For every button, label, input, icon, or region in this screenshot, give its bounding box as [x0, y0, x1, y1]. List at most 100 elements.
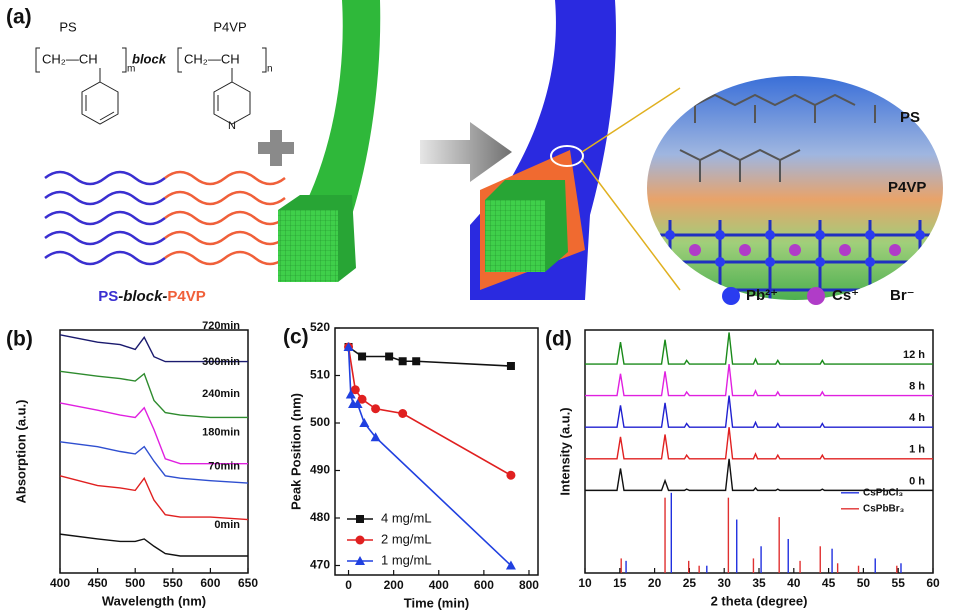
legend-label: CsPbBr₃: [863, 503, 905, 514]
series-label: 1 h: [909, 444, 925, 456]
rod-top: [278, 195, 356, 282]
marker: [398, 357, 407, 366]
legend-label: 1 mg/mL: [381, 552, 432, 567]
caption-part: PS: [98, 288, 118, 305]
series-line: [59, 533, 248, 557]
core-front: [485, 200, 545, 272]
x-tick-label: 600: [474, 578, 494, 592]
legend-label: CsPbCl₃: [863, 487, 904, 498]
panel-label: (a): [6, 6, 32, 29]
marker: [412, 357, 421, 366]
series-line: [59, 441, 249, 484]
marker: [371, 404, 381, 414]
plot-frame: [584, 329, 934, 574]
x-tick-label: 45: [822, 576, 836, 590]
x-tick-label: 10: [578, 576, 592, 590]
series-label: 70min: [208, 461, 240, 473]
x-tick-label: 400: [50, 576, 70, 590]
marker: [358, 352, 367, 361]
ion-label: Br⁻: [890, 287, 915, 304]
chains: [44, 170, 286, 266]
panel-label: (d): [545, 328, 572, 351]
y-tick-label: 520: [310, 320, 330, 334]
x-tick-label: 0: [345, 578, 352, 592]
x-tick-label: 450: [88, 576, 108, 590]
x-tick-label: 55: [892, 576, 906, 590]
block-name: P4VP: [213, 19, 246, 34]
marker: [350, 385, 360, 395]
series-line: [347, 346, 512, 476]
plus-sign: [258, 130, 294, 166]
ion-key: [722, 287, 740, 305]
marker: [506, 470, 516, 480]
marker: [345, 389, 356, 399]
x-tick-label: 600: [200, 576, 220, 590]
series-label: 4 h: [909, 412, 925, 424]
y-tick-label: 510: [310, 368, 330, 382]
x-tick-label: 40: [787, 576, 801, 590]
x-axis-label: Wavelength (nm): [102, 593, 206, 608]
series-line: [585, 395, 933, 428]
legend-marker: [355, 556, 365, 565]
block-word: block: [132, 51, 167, 66]
zoom-label: PS: [900, 109, 920, 126]
marker: [343, 342, 354, 351]
subscript: n: [267, 64, 273, 75]
series-line: [585, 427, 933, 460]
formula: CH₂—CH: [184, 51, 240, 66]
x-tick-label: 25: [683, 576, 697, 590]
y-tick-label: 500: [310, 415, 330, 429]
ion-label: Cs⁺: [832, 287, 859, 304]
plot-frame: [59, 329, 249, 574]
marker: [506, 362, 515, 370]
series-label: 720min: [202, 320, 240, 332]
panel-label: (c): [283, 326, 309, 349]
rod-front: [278, 210, 338, 282]
series-label: 0min: [214, 519, 240, 531]
x-tick-label: 50: [857, 576, 871, 590]
x-axis-label: 2 theta (degree): [711, 593, 808, 608]
ion-label: Pb²⁺: [746, 287, 778, 304]
series-label: 12 h: [903, 349, 925, 361]
series-line: [59, 475, 249, 521]
caption: PS-block-P4VP: [98, 288, 206, 305]
series-line: [585, 332, 933, 365]
x-tick-label: 500: [125, 576, 145, 590]
y-axis-label: Peak Position (nm): [288, 393, 303, 510]
bracket: [35, 47, 267, 73]
x-tick-label: 15: [613, 576, 627, 590]
x-tick-label: 30: [718, 576, 732, 590]
series-label: 8 h: [909, 381, 925, 393]
panel-label: (b): [6, 328, 33, 351]
x-tick-label: 200: [384, 578, 404, 592]
zoom-marker: [550, 145, 584, 167]
caption-part: -block-: [118, 288, 167, 305]
x-tick-label: 20: [648, 576, 662, 590]
rod-side: [300, 0, 381, 215]
series-label: 300min: [202, 356, 240, 368]
marker: [385, 352, 394, 361]
x-tick-label: 400: [429, 578, 449, 592]
x-tick-label: 800: [519, 578, 539, 592]
legend-marker: [356, 515, 364, 523]
series-line: [59, 334, 248, 363]
core-top: [485, 180, 568, 272]
series-label: 0 h: [909, 475, 925, 487]
legend-marker: [355, 535, 365, 545]
x-tick-label: 550: [163, 576, 183, 590]
y-axis-label: Absorption (a.u.): [13, 400, 28, 504]
block-name: PS: [59, 19, 77, 34]
process-arrow: [420, 122, 512, 182]
pyridine: [213, 68, 251, 125]
legend-label: 4 mg/mL: [381, 510, 432, 525]
y-axis-label: Intensity (a.u.): [557, 407, 572, 495]
marker: [505, 560, 516, 570]
ion-key: [807, 287, 825, 305]
marker: [357, 394, 367, 404]
series-label: 180min: [202, 427, 240, 439]
caption-part: P4VP: [167, 288, 205, 305]
zoom-label: P4VP: [888, 179, 926, 196]
series-line: [585, 458, 933, 492]
marker: [370, 432, 381, 442]
